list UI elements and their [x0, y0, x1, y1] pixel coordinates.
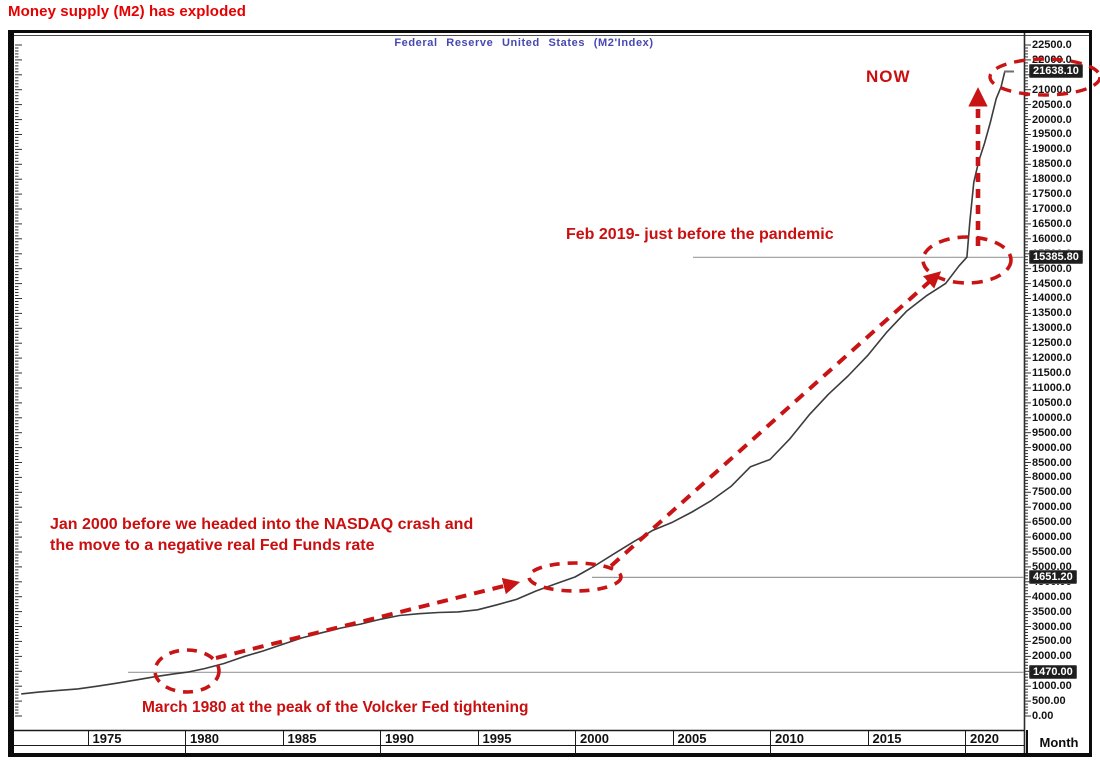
x-axis-decade-tick [185, 745, 186, 754]
annotation-jan-2000-line1: Jan 2000 before we headed into the NASDA… [50, 516, 474, 533]
x-axis-year-label: 1980 [190, 731, 219, 746]
y-axis-label: 2000.00 [1032, 650, 1072, 663]
x-axis-year-label: 2015 [872, 731, 902, 746]
y-axis-label: 21000.0 [1032, 83, 1072, 96]
y-axis-label: 5000.00 [1032, 560, 1072, 573]
y-axis-label: 9500.00 [1032, 426, 1072, 439]
x-axis-tick [185, 730, 186, 745]
x-axis-year-label: 2005 [677, 731, 707, 746]
annotation-feb-2019: Feb 2019- just before the pandemic [566, 226, 834, 243]
y-axis-label: 20500.0 [1032, 98, 1072, 111]
y-axis-price-tag: 4651.20 [1029, 570, 1077, 585]
x-axis-tick [867, 730, 869, 745]
y-axis-label: 6000.00 [1032, 531, 1072, 544]
y-axis-label: 6500.00 [1032, 516, 1072, 529]
y-axis-label: 17500.0 [1032, 188, 1072, 201]
y-axis-label: 19000.0 [1032, 143, 1072, 156]
x-axis-year-label: 2010 [775, 731, 804, 746]
y-axis-label: 19500.0 [1032, 128, 1072, 141]
y-axis-label: 18000.0 [1032, 173, 1072, 186]
chart-frame [8, 30, 1092, 757]
x-axis-tick [282, 730, 284, 745]
y-axis-label: 5500.00 [1032, 545, 1072, 558]
y-axis-label: 8500.00 [1032, 456, 1072, 469]
y-axis-label: 22500.0 [1032, 39, 1072, 51]
y-axis-label: 18500.0 [1032, 158, 1072, 171]
annotation-jan-2000-line2: the move to a negative real Fed Funds ra… [50, 537, 375, 554]
y-axis-price-tag: 21638.10 [1029, 63, 1083, 78]
x-axis-tick [770, 730, 771, 745]
y-axis-price-tag: 15385.80 [1029, 250, 1083, 265]
x-axis-tick [87, 730, 89, 745]
x-axis-tick [672, 730, 674, 745]
x-axis-tick [477, 730, 479, 745]
y-axis-label: 9000.00 [1032, 441, 1072, 454]
y-axis-label: 7500.00 [1032, 486, 1072, 499]
y-axis-label: 12000.0 [1032, 352, 1072, 365]
y-axis-label: 17000.0 [1032, 203, 1072, 216]
x-axis-year-label: 2020 [970, 731, 999, 746]
y-axis-label: 20000.0 [1032, 113, 1072, 126]
annotation-now: NOW [866, 67, 911, 86]
chart-title: Federal Reserve United States (M2'Index) [394, 37, 654, 49]
x-axis-decade-tick [770, 745, 771, 754]
x-axis-decade-tick [965, 745, 966, 754]
y-axis-label: 0.00 [1032, 710, 1054, 722]
annotation-jan-2000: Jan 2000 before we headed into the NASDA… [50, 514, 473, 556]
x-axis-tick [380, 730, 381, 745]
y-axis-label: 7000.00 [1032, 501, 1072, 514]
y-axis-label: 10500.0 [1032, 396, 1072, 409]
x-axis-year-label: 1995 [482, 731, 512, 746]
x-axis-tick [965, 730, 966, 745]
y-axis-label: 13500.0 [1032, 307, 1072, 320]
y-axis-label: 3000.00 [1032, 620, 1072, 633]
y-axis-label: 16500.0 [1032, 217, 1072, 230]
y-axis-label: 4000.00 [1032, 590, 1072, 603]
x-axis-year-label: 1990 [385, 731, 414, 746]
y-axis-label: 15000.0 [1032, 262, 1072, 275]
x-axis-decade-tick [575, 745, 576, 754]
y-axis-label: 8000.00 [1032, 471, 1072, 484]
x-axis-decade-tick [380, 745, 381, 754]
y-axis-label: 14500.0 [1032, 277, 1072, 290]
y-axis-label: 16000.0 [1032, 232, 1072, 245]
x-axis-year-label: 2000 [580, 731, 609, 746]
y-axis-label: 500.00 [1032, 695, 1066, 708]
x-axis-tick [575, 730, 576, 745]
y-axis-label: 3500.00 [1032, 605, 1072, 618]
x-axis-year-label: 1975 [92, 731, 122, 746]
y-axis-label: 11000.0 [1032, 381, 1072, 394]
y-axis-label: 11500.0 [1032, 367, 1072, 380]
annotation-march-1980: March 1980 at the peak of the Volcker Fe… [142, 699, 529, 716]
y-axis-price-tag: 1470.00 [1029, 665, 1077, 680]
page-title: Money supply (M2) has exploded [8, 3, 247, 20]
x-axis-unit-label: Month [1039, 735, 1079, 750]
y-axis-label: 1000.00 [1032, 680, 1072, 693]
y-axis-label: 10000.0 [1032, 411, 1072, 424]
y-axis-label: 12500.0 [1032, 337, 1072, 350]
x-axis-year-label: 1985 [287, 731, 317, 746]
y-axis-label: 13000.0 [1032, 322, 1072, 335]
y-axis-label: 14000.0 [1032, 292, 1072, 305]
y-axis-label: 2500.00 [1032, 635, 1072, 648]
